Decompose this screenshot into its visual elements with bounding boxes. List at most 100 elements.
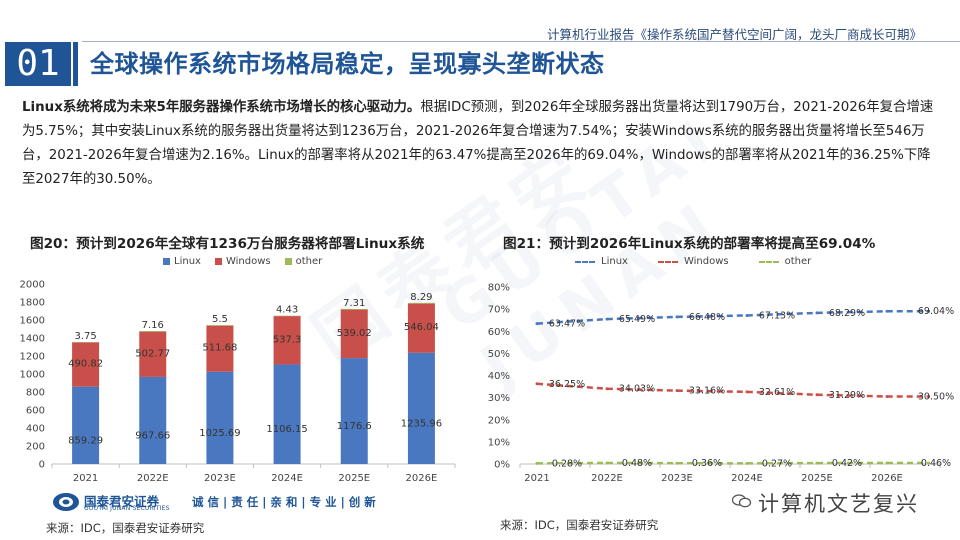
legend-item-windows: Windows xyxy=(657,256,729,267)
data-label-linux: 65.49% xyxy=(619,314,655,325)
section-number: 01 xyxy=(5,42,71,86)
bar-windows xyxy=(340,309,368,359)
y-tick-label: 0% xyxy=(494,460,510,471)
data-label-other: 4.43 xyxy=(276,305,298,316)
y-tick-label: 600 xyxy=(26,406,45,417)
data-label-linux: 66.48% xyxy=(689,312,725,323)
bar-other xyxy=(407,302,435,304)
bar-windows xyxy=(273,316,301,365)
x-tick-label: 2022E xyxy=(137,473,169,484)
data-label-other: 8.29 xyxy=(410,292,432,303)
x-tick-label: 2026E xyxy=(871,473,903,484)
y-tick-label: 1600 xyxy=(20,316,45,327)
data-label-windows: 511.68 xyxy=(202,343,237,354)
legend-label: other xyxy=(784,256,812,267)
bar-other xyxy=(139,331,167,332)
x-tick-label: 2025E xyxy=(801,473,833,484)
y-tick-label: 40% xyxy=(488,371,510,382)
data-label-windows: 34.03% xyxy=(619,384,655,395)
source-right: 来源：IDC，国泰君安证券研究 xyxy=(500,518,659,532)
header-divider xyxy=(82,41,960,42)
point-other xyxy=(815,461,819,465)
point-windows xyxy=(535,382,539,386)
data-label-linux: 1106.15 xyxy=(266,424,307,435)
fig21-title: 图21：预计到2026年Linux系统的部署率将提高至69.04% xyxy=(503,236,876,252)
data-label-windows: 490.82 xyxy=(68,359,103,370)
body-text: 根据IDC预测，到2026年全球服务器出货量将达到1790万台，2021-202… xyxy=(22,100,934,187)
section-number-accent xyxy=(73,42,78,86)
bar-linux xyxy=(206,371,234,464)
legend-item-other: other xyxy=(758,256,812,267)
point-windows xyxy=(605,387,609,391)
x-tick-label: 2026E xyxy=(406,473,438,484)
data-label-other: 5.5 xyxy=(212,314,228,325)
point-other xyxy=(535,461,539,465)
y-tick-label: 0 xyxy=(39,460,45,471)
wechat-account: 计算机文艺复兴 xyxy=(758,492,919,516)
x-tick-label: 2021 xyxy=(524,473,549,484)
slide-title: 全球操作系统市场格局稳定，呈现寡头垄断状态 xyxy=(90,50,605,78)
y-tick-label: 1200 xyxy=(20,352,45,363)
x-tick-label: 2025E xyxy=(338,473,370,484)
x-tick-label: 2024E xyxy=(271,473,303,484)
line-chart: 0% 10% 20% 30% 40% 50% 60% 70% 80% 2021 2022E 2023E… xyxy=(488,283,954,485)
data-label-other: 0.28% xyxy=(552,458,582,469)
bar-windows xyxy=(206,325,234,372)
data-label-windows: 31.29% xyxy=(829,390,865,401)
y-tick-label: 10% xyxy=(488,437,510,448)
y-tick-label: 1000 xyxy=(20,370,45,381)
point-windows xyxy=(675,389,679,393)
stacked-bar-chart: 0 200 400 600 800 1000 1200 1400 1600 1800 2000 202… xyxy=(20,280,456,484)
bar-linux xyxy=(407,352,435,464)
brand-logo-icon xyxy=(53,493,79,511)
y-tick-label: 80% xyxy=(488,283,510,294)
body-lead: Linux系统将成为未来5年服务器操作系统市场增长的核心驱动力。 xyxy=(22,100,421,115)
y-tick-label: 1400 xyxy=(20,334,45,345)
data-label-linux: 68.29% xyxy=(829,308,865,319)
data-label-linux: 1025.69 xyxy=(199,428,240,439)
bar-windows xyxy=(72,342,100,387)
brand-motto: 诚信|责任|亲和|专业|创新 xyxy=(192,495,380,509)
bar-windows xyxy=(407,303,435,353)
data-label-windows: 537.3 xyxy=(273,334,302,345)
data-label-linux: 63.47% xyxy=(549,319,585,330)
data-label-linux: 967.66 xyxy=(135,430,170,441)
y-tick-label: 1800 xyxy=(20,298,45,309)
data-label-other: 7.16 xyxy=(142,320,164,331)
legend-label: Linux xyxy=(601,256,628,267)
point-other xyxy=(675,461,679,465)
data-label-linux: 1176.6 xyxy=(337,421,372,432)
data-label-linux: 67.13% xyxy=(759,310,795,321)
point-windows xyxy=(885,395,889,399)
y-tick-label: 20% xyxy=(488,415,510,426)
point-linux xyxy=(605,317,609,321)
brand-name-en: GUOTAI JUNAN SECURITIES xyxy=(84,505,170,512)
data-label-windows: 33.16% xyxy=(689,386,725,397)
data-label-linux: 1235.96 xyxy=(401,418,442,429)
point-linux xyxy=(675,315,679,319)
y-tick-label: 400 xyxy=(26,424,45,435)
bar-legend: Linux Windows other xyxy=(163,256,336,267)
data-label-linux: 69.04% xyxy=(918,306,954,317)
point-linux xyxy=(745,313,749,317)
y-tick-label: 30% xyxy=(488,393,510,404)
data-label-other: 7.31 xyxy=(343,298,365,309)
bar-linux xyxy=(273,364,301,464)
data-label-other: 3.75 xyxy=(74,331,96,342)
data-label-other: 0.48% xyxy=(622,458,652,469)
legend-item-other: other xyxy=(284,256,323,267)
y-tick-label: 800 xyxy=(26,388,45,399)
report-title: 计算机行业报告《操作系统国产替代空间广阔，龙头厂商成长可期》 xyxy=(546,27,922,42)
legend-label: Windows xyxy=(683,256,729,267)
y-tick-label: 70% xyxy=(488,305,510,316)
data-label-windows: 36.25% xyxy=(549,379,585,390)
y-tick-label: 200 xyxy=(26,442,45,453)
point-windows xyxy=(745,390,749,394)
x-tick-label: 2023E xyxy=(204,473,236,484)
point-windows xyxy=(815,393,819,397)
wechat-icon xyxy=(732,494,752,508)
legend-item-windows: Windows xyxy=(214,256,271,267)
point-linux xyxy=(535,322,539,326)
data-label-linux: 859.29 xyxy=(68,435,103,446)
legend-label: other xyxy=(295,256,323,267)
